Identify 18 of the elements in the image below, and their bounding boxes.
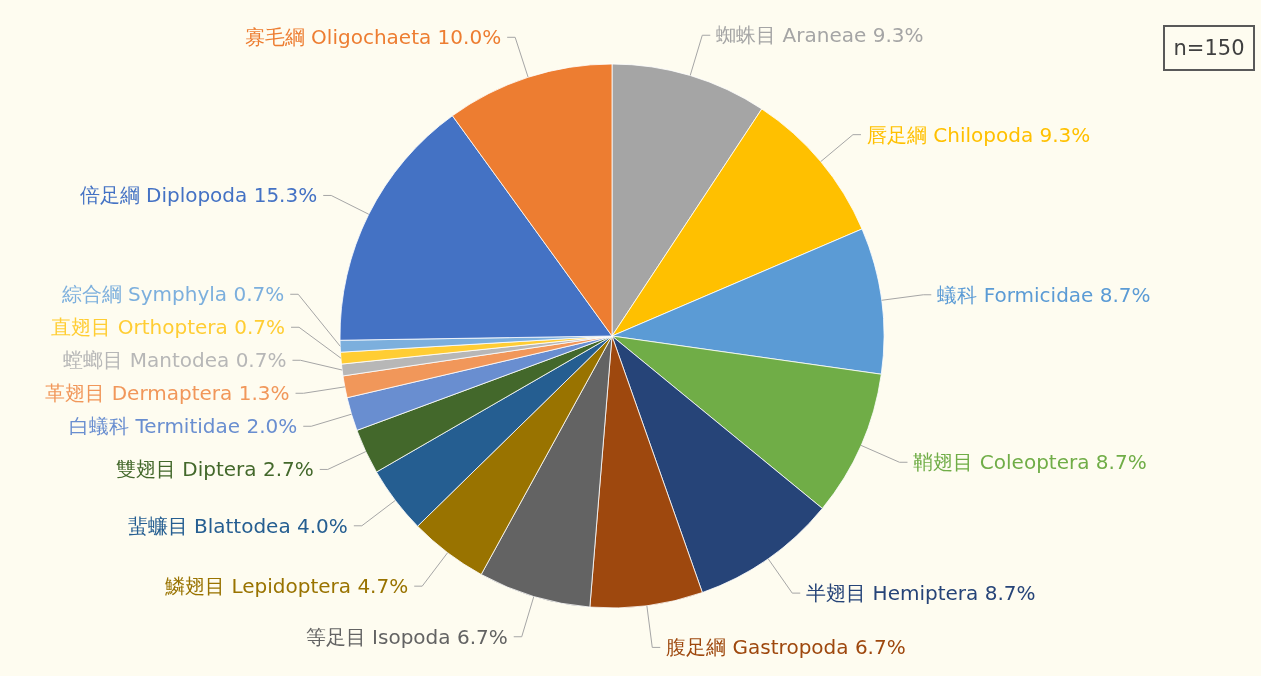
slice-label: 半翅目 Hemiptera 8.7% (806, 581, 1036, 606)
slice-label: 等足目 Isopoda 6.7% (305, 624, 508, 649)
slice-label: 螳螂目 Mantodea 0.7% (63, 348, 287, 373)
slice-label: 鞘翅目 Coleoptera 8.7% (913, 450, 1147, 475)
slice-label: 唇足綱 Chilopoda 9.3% (866, 122, 1091, 147)
slice-label: 直翅目 Orthoptera 0.7% (51, 315, 286, 340)
slice-label: 綜合綱 Symphyla 0.7% (60, 282, 285, 307)
slice-label: 蜘蛛目 Araneae 9.3% (716, 23, 924, 48)
slice-label: 鱗翅目 Lepidoptera 4.7% (165, 574, 409, 599)
text: n=150 (1173, 36, 1245, 61)
slice-label: 白蟻科 Termitidae 2.0% (69, 414, 298, 439)
slice-label: 寡毛綱 Oligochaeta 10.0% (244, 25, 502, 50)
slice-label: 雙翅目 Diptera 2.7% (115, 457, 314, 482)
slice-label: 蜚蠊目 Blattodea 4.0% (127, 513, 348, 538)
slice-label: 倍足綱 Diplopoda 15.3% (79, 183, 318, 208)
slice-label: 蟻科 Formicidae 8.7% (937, 282, 1151, 307)
slice-label: 革翅目 Dermaptera 1.3% (45, 381, 290, 406)
slice-label: 腹足綱 Gastropoda 6.7% (666, 635, 906, 660)
